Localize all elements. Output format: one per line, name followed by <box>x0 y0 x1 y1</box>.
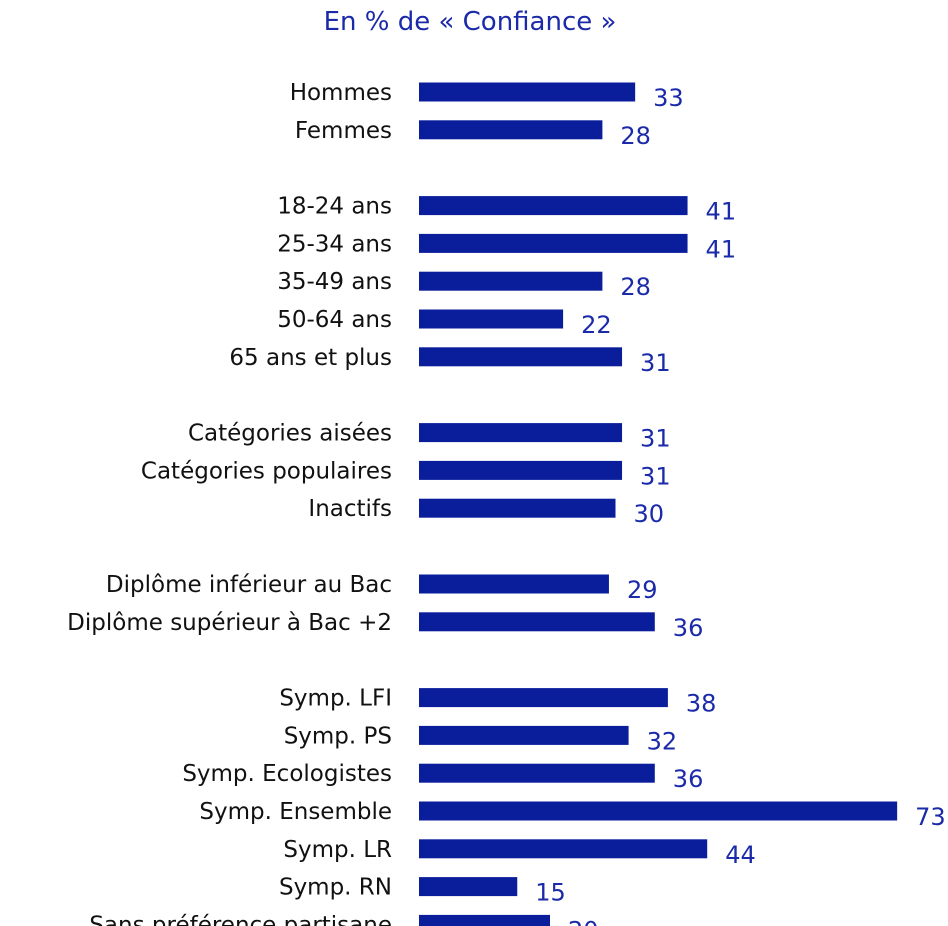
value-label: 15 <box>535 879 566 907</box>
bar <box>419 612 655 632</box>
bar <box>419 839 708 859</box>
category-label: Femmes <box>295 118 392 144</box>
category-label: Symp. RN <box>279 875 392 901</box>
category-label: Diplôme supérieur à Bac +2 <box>67 610 392 636</box>
value-label: 32 <box>647 727 678 755</box>
value-label: 28 <box>620 273 651 301</box>
value-label: 22 <box>581 311 612 339</box>
value-label: 20 <box>568 916 599 926</box>
chart-subtitle: En % de « Confiance » <box>324 7 617 37</box>
bar <box>419 801 898 821</box>
value-label: 73 <box>915 803 946 831</box>
bar <box>419 763 655 783</box>
bar <box>419 914 550 926</box>
category-label: Catégories populaires <box>141 458 392 484</box>
category-labels-group: Hommes Femmes 18-24 ans 25-34 ans 35-49 ans 5… <box>67 80 392 926</box>
bar <box>419 309 564 329</box>
category-label: Symp. PS <box>284 723 392 749</box>
bar <box>419 498 616 518</box>
bars-group <box>419 82 898 926</box>
category-label: Symp. LFI <box>279 686 392 712</box>
bar <box>419 196 688 216</box>
category-label: Catégories aisées <box>188 421 392 447</box>
bar <box>419 460 623 480</box>
category-label: Symp. Ensemble <box>199 799 392 825</box>
category-label: Diplôme inférieur au Bac <box>106 572 392 598</box>
value-label: 44 <box>725 841 756 869</box>
value-label: 33 <box>653 84 684 112</box>
value-label: 28 <box>620 122 651 150</box>
value-label: 36 <box>673 765 704 793</box>
value-label: 30 <box>634 500 665 528</box>
value-label: 36 <box>673 614 704 642</box>
bar <box>419 877 518 897</box>
category-label: 25-34 ans <box>277 231 392 257</box>
value-label: 41 <box>706 235 737 263</box>
bar <box>419 725 629 745</box>
category-label: Hommes <box>290 80 392 106</box>
value-label: 38 <box>686 690 717 718</box>
value-labels-group: 33284141282231313130293638323673441520 <box>535 84 945 926</box>
value-label: 29 <box>627 576 658 604</box>
bar <box>419 688 668 708</box>
value-label: 31 <box>640 349 671 377</box>
category-label: Sans préférence partisane <box>89 912 392 926</box>
value-label: 31 <box>640 462 671 490</box>
category-label: Inactifs <box>308 496 392 522</box>
bar <box>419 120 603 140</box>
category-label: 50-64 ans <box>277 307 392 333</box>
bar <box>419 423 623 443</box>
category-label: 35-49 ans <box>277 269 392 295</box>
bar <box>419 271 603 291</box>
value-label: 41 <box>706 198 737 226</box>
bar <box>419 82 636 102</box>
category-label: Symp. LR <box>283 837 392 863</box>
bar <box>419 574 609 594</box>
category-label: Symp. Ecologistes <box>182 761 392 787</box>
category-label: 65 ans et plus <box>229 345 392 371</box>
value-label: 31 <box>640 425 671 453</box>
bar <box>419 347 623 367</box>
category-label: 18-24 ans <box>277 194 392 220</box>
bar <box>419 233 688 253</box>
